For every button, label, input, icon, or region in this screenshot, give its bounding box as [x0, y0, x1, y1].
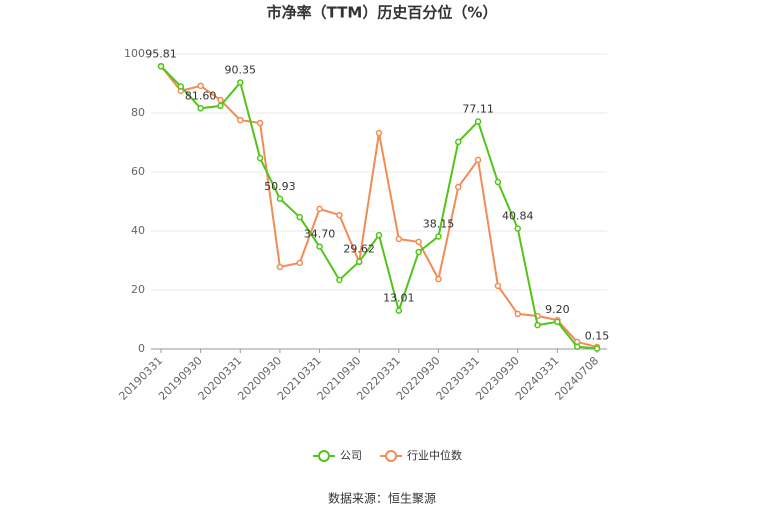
y-tick-label: 0 — [138, 342, 145, 355]
value-label: 90.35 — [225, 63, 257, 76]
value-label: 34.70 — [304, 228, 336, 241]
y-tick-label: 60 — [131, 165, 145, 178]
point — [375, 231, 383, 239]
y-tick-label: 20 — [131, 283, 145, 296]
y-tick-label: 40 — [131, 224, 145, 237]
y-tick-label: 100 — [124, 47, 145, 60]
point — [455, 183, 462, 191]
point — [177, 83, 185, 90]
value-label: 9.20 — [545, 303, 570, 316]
point — [237, 116, 244, 124]
series-line — [160, 65, 598, 348]
point — [573, 343, 581, 350]
value-label: 40.84 — [502, 210, 534, 223]
point — [494, 282, 502, 290]
value-label: 77.11 — [462, 103, 494, 116]
point — [157, 63, 165, 70]
point — [593, 345, 601, 352]
point — [435, 233, 442, 240]
point — [197, 82, 204, 90]
series-line — [160, 65, 598, 350]
point — [296, 213, 303, 221]
point — [474, 118, 482, 125]
value-label: 81.60 — [185, 89, 217, 102]
point — [237, 79, 244, 86]
chart-title: 市净率（TTM）历史百分位（%） — [267, 4, 498, 22]
point — [296, 259, 303, 267]
point — [395, 235, 403, 243]
source: 数据来源：恒生聚源 — [328, 491, 436, 506]
point — [355, 258, 363, 265]
value-label: 0.15 — [585, 330, 610, 343]
point — [554, 318, 561, 326]
legend-marker — [318, 450, 330, 462]
point — [316, 243, 323, 250]
point — [256, 119, 264, 127]
value-label: 50.93 — [264, 180, 296, 193]
value-label: 95.81 — [145, 47, 177, 60]
point — [395, 307, 403, 314]
point — [316, 205, 323, 213]
point — [375, 129, 383, 137]
x-tick-label: 20240708 — [552, 354, 601, 403]
point — [276, 263, 284, 271]
legend-label: 行业中位数 — [407, 448, 462, 462]
value-label: 13.01 — [383, 292, 415, 305]
point — [415, 248, 422, 256]
legend-label: 公司 — [340, 449, 362, 462]
value-label: 29.62 — [343, 243, 375, 256]
point — [197, 105, 204, 112]
point — [336, 211, 343, 219]
point — [276, 195, 284, 203]
point — [217, 102, 224, 110]
value-label: 38.15 — [423, 217, 455, 230]
point — [256, 154, 264, 162]
point — [336, 276, 343, 284]
point — [217, 96, 224, 104]
point — [435, 275, 442, 283]
point — [494, 178, 502, 186]
point — [514, 225, 521, 232]
point — [455, 138, 462, 146]
legend-marker — [385, 450, 397, 462]
point — [415, 238, 422, 246]
point — [534, 321, 541, 329]
y-tick-label: 80 — [131, 106, 145, 119]
point — [514, 310, 521, 318]
point — [474, 156, 482, 164]
